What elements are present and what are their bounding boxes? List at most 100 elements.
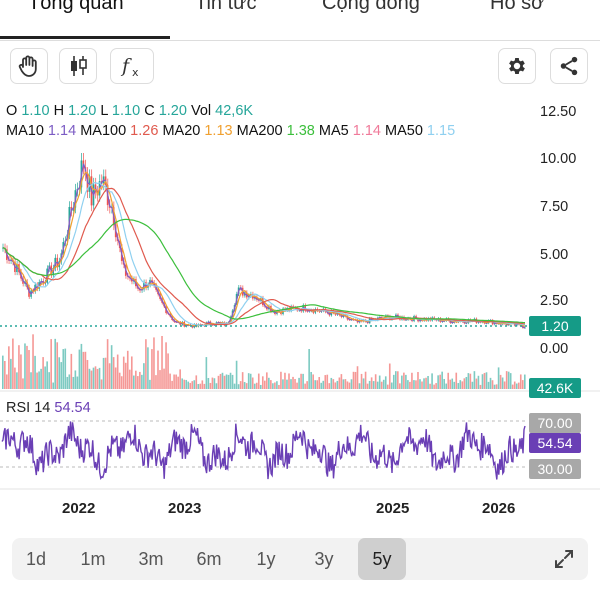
- candle: [477, 321, 480, 323]
- candle: [308, 310, 310, 312]
- volume-bar: [207, 377, 210, 389]
- share-button[interactable]: [550, 48, 588, 84]
- volume-bar: [451, 378, 454, 389]
- range-1m-button[interactable]: 1m: [80, 548, 106, 569]
- candle: [48, 265, 50, 269]
- candle: [292, 306, 294, 308]
- price-axis-label: 2.50: [540, 293, 569, 309]
- candle: [161, 298, 163, 303]
- candle: [302, 305, 304, 312]
- candle: [20, 272, 22, 279]
- range-1y-button[interactable]: 1y: [256, 548, 276, 569]
- volume-bar: [175, 374, 177, 389]
- candle: [376, 317, 379, 321]
- function-icon: f x: [120, 55, 139, 79]
- volume-bar: [213, 378, 216, 389]
- candle: [243, 292, 246, 296]
- candle: [336, 312, 339, 315]
- volume-bar: [14, 367, 16, 389]
- volume-bar: [199, 383, 202, 389]
- candle: [499, 323, 502, 325]
- volume-bar: [173, 374, 175, 389]
- volume-bar: [86, 359, 89, 389]
- volume-bar: [296, 382, 298, 389]
- indicators-button[interactable]: f x: [110, 48, 154, 84]
- ma-value: 1.13: [204, 123, 233, 139]
- expand-button[interactable]: [552, 547, 576, 576]
- volume-bar: [483, 372, 486, 389]
- candle: [519, 324, 522, 327]
- candle: [80, 160, 83, 188]
- candle: [70, 206, 73, 211]
- candle: [405, 319, 407, 321]
- volume-bar: [314, 380, 316, 389]
- candle: [211, 324, 214, 326]
- volume-bar: [163, 368, 165, 389]
- volume-bar: [38, 371, 40, 389]
- candle: [106, 185, 109, 206]
- volume-bar: [225, 374, 228, 389]
- range-3m-button[interactable]: 3m: [138, 548, 164, 569]
- tab-news[interactable]: Tin tức: [195, 0, 257, 14]
- candle: [191, 325, 194, 328]
- volume-bar: [159, 370, 161, 389]
- volume-bar: [326, 374, 329, 389]
- volume-bar: [268, 377, 270, 389]
- drawing-tool-button[interactable]: [10, 48, 48, 84]
- candle: [479, 321, 482, 323]
- volume-bar: [384, 376, 387, 389]
- volume-bar: [130, 356, 133, 389]
- candle: [112, 207, 115, 226]
- volume-bar: [179, 369, 181, 389]
- candle: [56, 257, 59, 268]
- candle: [102, 176, 105, 184]
- volume-bar: [70, 353, 73, 389]
- tab-community[interactable]: Cộng đồng: [322, 0, 420, 14]
- candle: [137, 286, 139, 289]
- candle: [437, 318, 439, 321]
- range-1d-button[interactable]: 1d: [25, 548, 47, 569]
- candle: [124, 264, 127, 276]
- range-6m-button[interactable]: 6m: [196, 548, 222, 569]
- volume-bar: [342, 379, 345, 389]
- candle: [372, 319, 375, 320]
- volume-bar: [348, 382, 351, 389]
- candle: [237, 287, 240, 294]
- candle: [209, 321, 212, 325]
- candle: [397, 314, 399, 317]
- tab-overview[interactable]: Tổng quan: [28, 0, 124, 14]
- volume-bar: [358, 383, 361, 389]
- candle: [185, 325, 188, 327]
- ma-label: MA20: [162, 123, 201, 139]
- candle: [334, 312, 337, 315]
- range-5y-button[interactable]: 5y: [358, 538, 406, 580]
- candle: [326, 311, 329, 313]
- volume-bar: [74, 370, 77, 389]
- candle: [278, 311, 280, 313]
- range-3y-button[interactable]: 3y: [314, 548, 334, 569]
- volume-bar: [197, 384, 200, 389]
- volume-bar: [499, 374, 502, 389]
- volume-bar: [56, 342, 59, 389]
- volume-bar: [112, 357, 115, 389]
- tab-profile[interactable]: Hồ sơ: [490, 0, 545, 14]
- candle: [126, 275, 129, 277]
- rsi-lower-tag: 30.00: [529, 459, 581, 479]
- candle: [189, 324, 192, 326]
- volume-bar: [153, 337, 155, 389]
- candle: [358, 320, 361, 323]
- candle: [290, 306, 292, 311]
- candle: [193, 324, 196, 328]
- volume-bar: [187, 381, 190, 389]
- candle: [280, 311, 282, 314]
- volume-bar: [165, 342, 167, 389]
- volume-bar: [517, 382, 520, 389]
- candle: [485, 323, 488, 324]
- volume-bar: [521, 380, 524, 389]
- chart-type-button[interactable]: [59, 48, 97, 84]
- volume-bar: [475, 378, 478, 389]
- volume-bar: [300, 373, 302, 389]
- candle: [195, 324, 198, 327]
- settings-button[interactable]: [498, 48, 536, 84]
- volume-bar: [338, 377, 341, 389]
